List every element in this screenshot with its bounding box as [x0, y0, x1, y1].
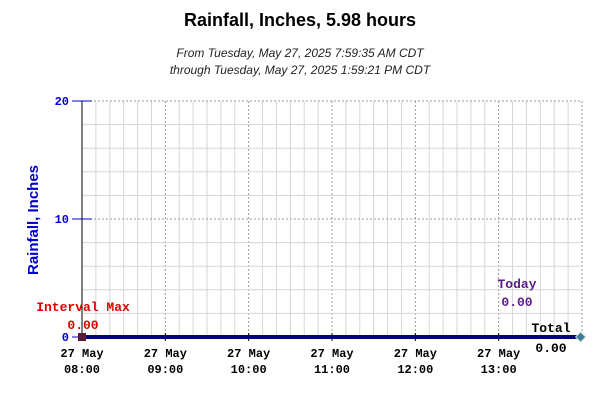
chart-subtitle-through: through Tuesday, May 27, 2025 1:59:21 PM…: [169, 63, 431, 77]
x-tick-date-label: 27 May: [394, 347, 437, 361]
interval-max-marker: [78, 333, 86, 341]
x-tick-time-label: 12:00: [397, 363, 433, 377]
x-tick-date-label: 27 May: [227, 347, 270, 361]
total-value: 0.00: [535, 341, 566, 356]
chart-subtitle-from: From Tuesday, May 27, 2025 7:59:35 AM CD…: [176, 46, 424, 60]
chart-title: Rainfall, Inches, 5.98 hours: [183, 10, 417, 30]
series: [78, 331, 587, 343]
today-label: Today: [497, 277, 536, 292]
x-tick-date-label: 27 May: [60, 347, 103, 361]
total-label: Total: [531, 321, 570, 336]
x-tick-time-label: 11:00: [314, 363, 350, 377]
interval-max-label: Interval Max: [36, 300, 130, 315]
today-value: 0.00: [501, 295, 532, 310]
y-tick-label: 10: [55, 213, 69, 227]
x-tick-time-label: 13:00: [481, 363, 517, 377]
x-tick-time-label: 10:00: [231, 363, 267, 377]
tick-labels: 0 10 20 27 May 08:00 27 May 09:00 27 May 10:00 27…: [55, 95, 521, 377]
total-end-marker: [574, 331, 587, 343]
x-tick-time-label: 08:00: [64, 363, 100, 377]
interval-max-value: 0.00: [67, 318, 98, 333]
x-tick-date-label: 27 May: [310, 347, 353, 361]
x-tick-time-label: 09:00: [147, 363, 183, 377]
y-tick-label: 20: [55, 95, 69, 109]
x-tick-date-label: 27 May: [144, 347, 187, 361]
x-tick-date-label: 27 May: [477, 347, 520, 361]
y-axis-label: Rainfall, Inches: [25, 165, 42, 275]
y-tick-label: 0: [62, 331, 69, 345]
